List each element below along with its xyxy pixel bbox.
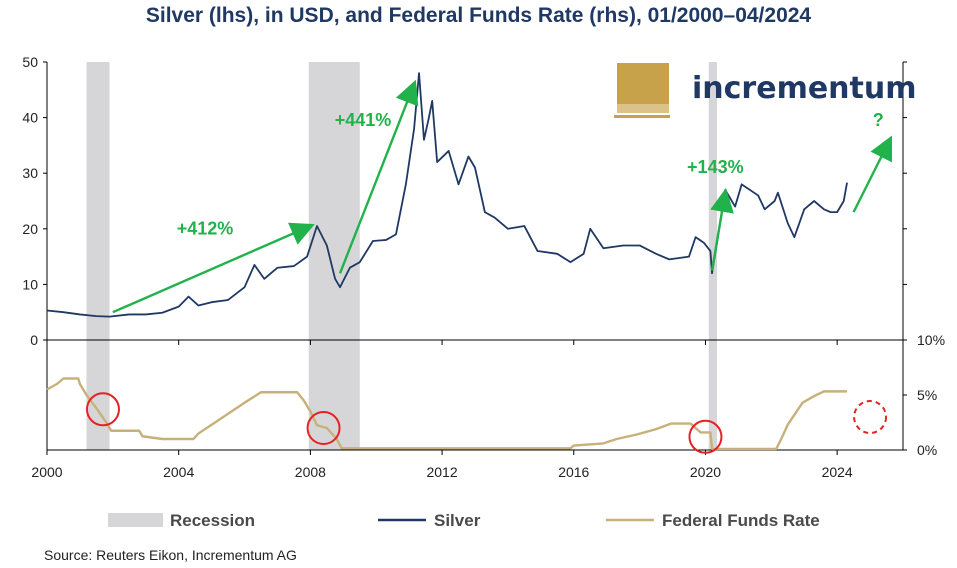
y-tick-label-left: 50 [22, 54, 38, 70]
highlight-circle [306, 411, 341, 445]
chart-title: Silver (lhs), in USD, and Federal Funds … [145, 4, 812, 27]
x-tick-label: 2016 [558, 464, 589, 480]
y-tick-label-right: 0% [917, 442, 937, 458]
y-tick-label-left: 0 [30, 332, 38, 348]
legend: Recession Silver Federal Funds Rate [108, 511, 820, 530]
legend-label: Silver [434, 511, 481, 530]
y-tick-label-left: 30 [22, 165, 38, 181]
growth-label: +441% [335, 110, 392, 130]
silver-series-line [46, 72, 848, 318]
x-tick-label: 2004 [163, 464, 194, 480]
growth-label: +412% [177, 218, 234, 238]
legend-label: Recession [170, 511, 255, 530]
axes: 0 10 20 30 40 50 0% 5% 10% 2000 2004 2008 2012 2016 20… [22, 54, 945, 480]
logo-text: incrementum [692, 71, 917, 106]
x-tick-label: 2000 [31, 464, 62, 480]
growth-arrow [338, 79, 419, 274]
legend-swatch-recession [108, 513, 163, 527]
x-tick-label: 2024 [822, 464, 853, 480]
highlight-circle [688, 419, 723, 454]
growth-label: +143% [687, 157, 744, 177]
recession-band [708, 62, 717, 450]
y-tick-label-left: 20 [22, 221, 38, 237]
x-tick-label: 2020 [690, 464, 721, 480]
annotations: +412% +441% +143%? [85, 79, 892, 454]
growth-arrow [710, 187, 734, 271]
y-tick-label-right: 5% [917, 387, 937, 403]
y-tick-label-right: 10% [917, 332, 945, 348]
incrementum-logo: incrementum [614, 63, 917, 118]
highlight-circle [85, 392, 120, 427]
series [46, 72, 848, 451]
y-tick-label-left: 10 [22, 276, 38, 292]
growth-label: ? [873, 110, 884, 130]
legend-label: Federal Funds Rate [662, 511, 820, 530]
x-tick-label: 2012 [426, 464, 457, 480]
recession-band [86, 62, 110, 450]
fed-funds-series-line [46, 377, 848, 451]
x-tick-label: 2008 [295, 464, 326, 480]
dashed-highlight-circle [853, 400, 888, 434]
recession-bands [86, 62, 717, 450]
y-tick-label-left: 40 [22, 110, 38, 126]
recession-band [308, 62, 360, 450]
tree-icon [614, 63, 670, 118]
growth-arrow [852, 135, 892, 213]
growth-arrow [112, 222, 315, 314]
source-note: Source: Reuters Eikon, Incrementum AG [44, 547, 297, 563]
chart-canvas: 0 10 20 30 40 50 0% 5% 10% 2000 2004 2008 2012 2016 20… [22, 54, 945, 530]
